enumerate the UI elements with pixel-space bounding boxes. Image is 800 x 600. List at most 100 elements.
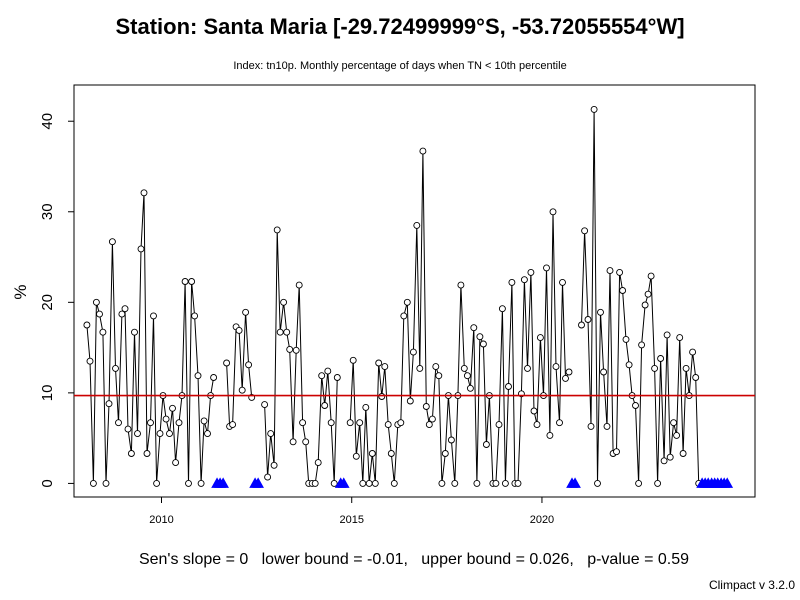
data-point xyxy=(479,340,487,348)
data-point xyxy=(327,419,335,427)
data-point xyxy=(584,316,592,323)
data-point xyxy=(368,450,376,457)
data-point xyxy=(210,374,218,381)
data-point xyxy=(102,479,110,487)
x-axis: 2010 2015 2020 xyxy=(149,497,554,526)
data-point xyxy=(86,357,94,365)
data-point xyxy=(286,345,294,353)
data-point xyxy=(422,403,430,410)
data-point xyxy=(562,374,569,382)
data-point xyxy=(536,334,544,342)
data-point xyxy=(638,341,646,349)
data-point xyxy=(147,419,154,427)
data-point xyxy=(264,473,272,481)
data-point xyxy=(416,364,424,372)
data-point xyxy=(242,308,250,316)
data-point xyxy=(292,346,300,354)
data-point xyxy=(295,281,303,289)
data-point xyxy=(229,421,237,429)
data-point xyxy=(131,328,138,336)
data-point xyxy=(134,430,141,438)
data-point xyxy=(432,363,440,371)
data-point xyxy=(406,397,414,405)
missing-data-markers xyxy=(211,477,734,488)
data-point xyxy=(438,479,446,487)
data-point xyxy=(657,355,665,362)
data-point xyxy=(447,436,455,444)
data-point xyxy=(543,264,550,272)
data-point xyxy=(501,479,509,487)
data-point xyxy=(679,450,687,457)
chart-subtitle: Index: tn10p. Monthly percentage of days… xyxy=(233,60,567,72)
data-point xyxy=(92,298,100,306)
data-point xyxy=(476,333,484,341)
data-point xyxy=(181,278,189,285)
series-points xyxy=(83,105,703,487)
data-point xyxy=(175,419,183,427)
data-point xyxy=(400,312,408,320)
data-point xyxy=(606,267,614,275)
data-point xyxy=(356,419,364,427)
data-point xyxy=(603,422,611,430)
data-point xyxy=(188,278,196,285)
data-point xyxy=(625,361,633,369)
data-point xyxy=(267,430,275,438)
data-point xyxy=(425,421,433,429)
data-point xyxy=(530,407,538,415)
data-point xyxy=(162,415,170,423)
data-point xyxy=(692,374,700,381)
data-point xyxy=(124,425,132,433)
data-point xyxy=(670,419,678,427)
data-point xyxy=(549,208,557,216)
y-tick-label: 0 xyxy=(39,479,56,487)
data-point xyxy=(245,361,253,369)
data-point xyxy=(115,419,122,427)
data-point xyxy=(99,328,107,336)
data-point xyxy=(150,312,157,320)
chart-title: Station: Santa Maria [-29.72499999°S, -5… xyxy=(115,14,685,39)
data-point xyxy=(223,359,231,367)
data-point xyxy=(166,430,173,438)
data-point xyxy=(524,364,531,372)
data-point xyxy=(346,419,354,427)
data-point xyxy=(359,479,367,487)
data-point xyxy=(565,368,573,376)
data-point xyxy=(635,479,643,487)
data-point xyxy=(270,461,278,469)
data-point xyxy=(302,438,310,446)
data-point xyxy=(660,457,668,465)
data-point xyxy=(283,328,291,336)
data-point xyxy=(280,298,288,306)
data-point xyxy=(330,479,338,487)
data-point xyxy=(552,363,560,371)
data-point xyxy=(169,404,176,412)
data-point xyxy=(470,324,478,332)
data-point xyxy=(371,479,379,487)
series-segment xyxy=(86,192,215,484)
data-point xyxy=(520,276,528,284)
data-point xyxy=(466,384,474,392)
y-tick-label: 20 xyxy=(39,294,56,311)
y-axis-label: % xyxy=(11,284,30,299)
data-point xyxy=(105,400,113,408)
data-point xyxy=(365,479,373,487)
data-point xyxy=(96,310,103,318)
y-tick-label: 10 xyxy=(39,385,56,402)
climpact-version: Climpact v 3.2.0 xyxy=(708,578,795,592)
data-point xyxy=(235,326,243,334)
data-point xyxy=(600,368,608,376)
data-point xyxy=(587,422,595,430)
data-point xyxy=(451,479,459,487)
data-point xyxy=(505,383,512,390)
data-point xyxy=(676,334,684,342)
data-point xyxy=(498,305,506,313)
data-point xyxy=(651,364,659,372)
data-point xyxy=(194,372,202,380)
data-point xyxy=(666,453,674,461)
data-point xyxy=(311,479,319,487)
series-segment xyxy=(264,229,338,484)
y-tick-label: 40 xyxy=(39,113,56,130)
data-point xyxy=(409,348,417,356)
sens-slope-stats: Sen's slope = 0 lower bound = -0.01, upp… xyxy=(138,551,690,568)
